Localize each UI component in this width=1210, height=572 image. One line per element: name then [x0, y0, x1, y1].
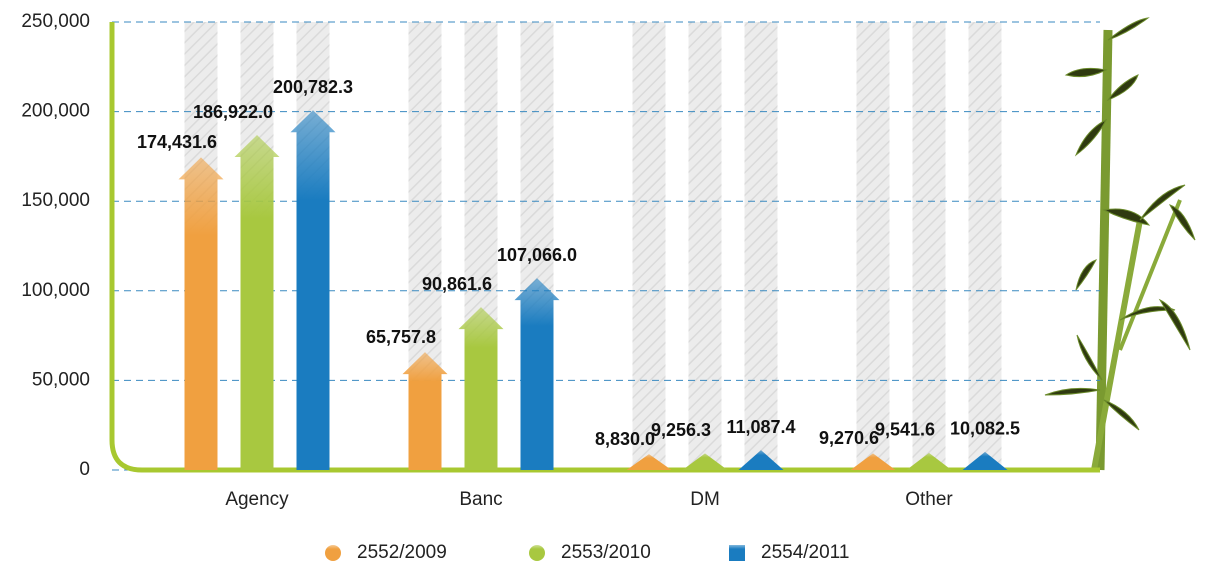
value-label: 90,861.6 — [422, 274, 492, 294]
bar — [906, 452, 952, 470]
bamboo — [1044, 17, 1196, 471]
background-column — [632, 22, 666, 470]
x-tick-label: DM — [690, 489, 720, 510]
value-label: 200,782.3 — [273, 77, 353, 97]
bar — [402, 352, 448, 470]
bar — [850, 453, 896, 470]
background-column — [744, 22, 778, 470]
background-column — [912, 22, 946, 470]
y-tick-label: 50,000 — [32, 369, 90, 390]
background-column — [856, 22, 890, 470]
value-label: 65,757.8 — [366, 327, 436, 347]
x-tick-label: Agency — [225, 489, 289, 510]
axis-line — [109, 22, 1100, 473]
legend-marker — [325, 545, 341, 561]
bar — [234, 135, 280, 471]
x-tick-label: Banc — [459, 489, 502, 510]
value-label: 186,922.0 — [193, 102, 273, 122]
bar — [962, 451, 1008, 470]
legend-marker — [729, 545, 745, 561]
x-tick-label: Other — [905, 489, 953, 510]
y-tick-label: 0 — [79, 459, 90, 480]
bar — [458, 307, 504, 470]
value-label: 107,066.0 — [497, 245, 577, 265]
background-column — [688, 22, 722, 470]
value-label: 174,431.6 — [137, 132, 217, 152]
background-column — [968, 22, 1002, 470]
y-tick-label: 250,000 — [21, 11, 90, 32]
value-label: 9,256.3 — [651, 420, 711, 440]
legend-label: 2552/2009 — [357, 542, 447, 563]
bar — [626, 454, 672, 470]
bar — [290, 110, 336, 470]
value-label: 9,270.6 — [819, 428, 879, 448]
legend-label: 2554/2011 — [761, 542, 849, 563]
y-tick-label: 200,000 — [21, 101, 90, 122]
legend-marker — [529, 545, 545, 561]
y-tick-label: 150,000 — [21, 190, 90, 211]
bar — [514, 278, 560, 470]
bar — [682, 453, 728, 470]
value-label: 9,541.6 — [875, 420, 935, 440]
bar — [178, 157, 224, 470]
bars — [178, 110, 1008, 471]
value-label: 8,830.0 — [595, 429, 655, 449]
value-label: 10,082.5 — [950, 419, 1020, 439]
y-tick-label: 100,000 — [21, 280, 90, 301]
legend-label: 2553/2010 — [561, 542, 651, 563]
bar — [738, 450, 784, 470]
value-label: 11,087.4 — [726, 417, 795, 437]
